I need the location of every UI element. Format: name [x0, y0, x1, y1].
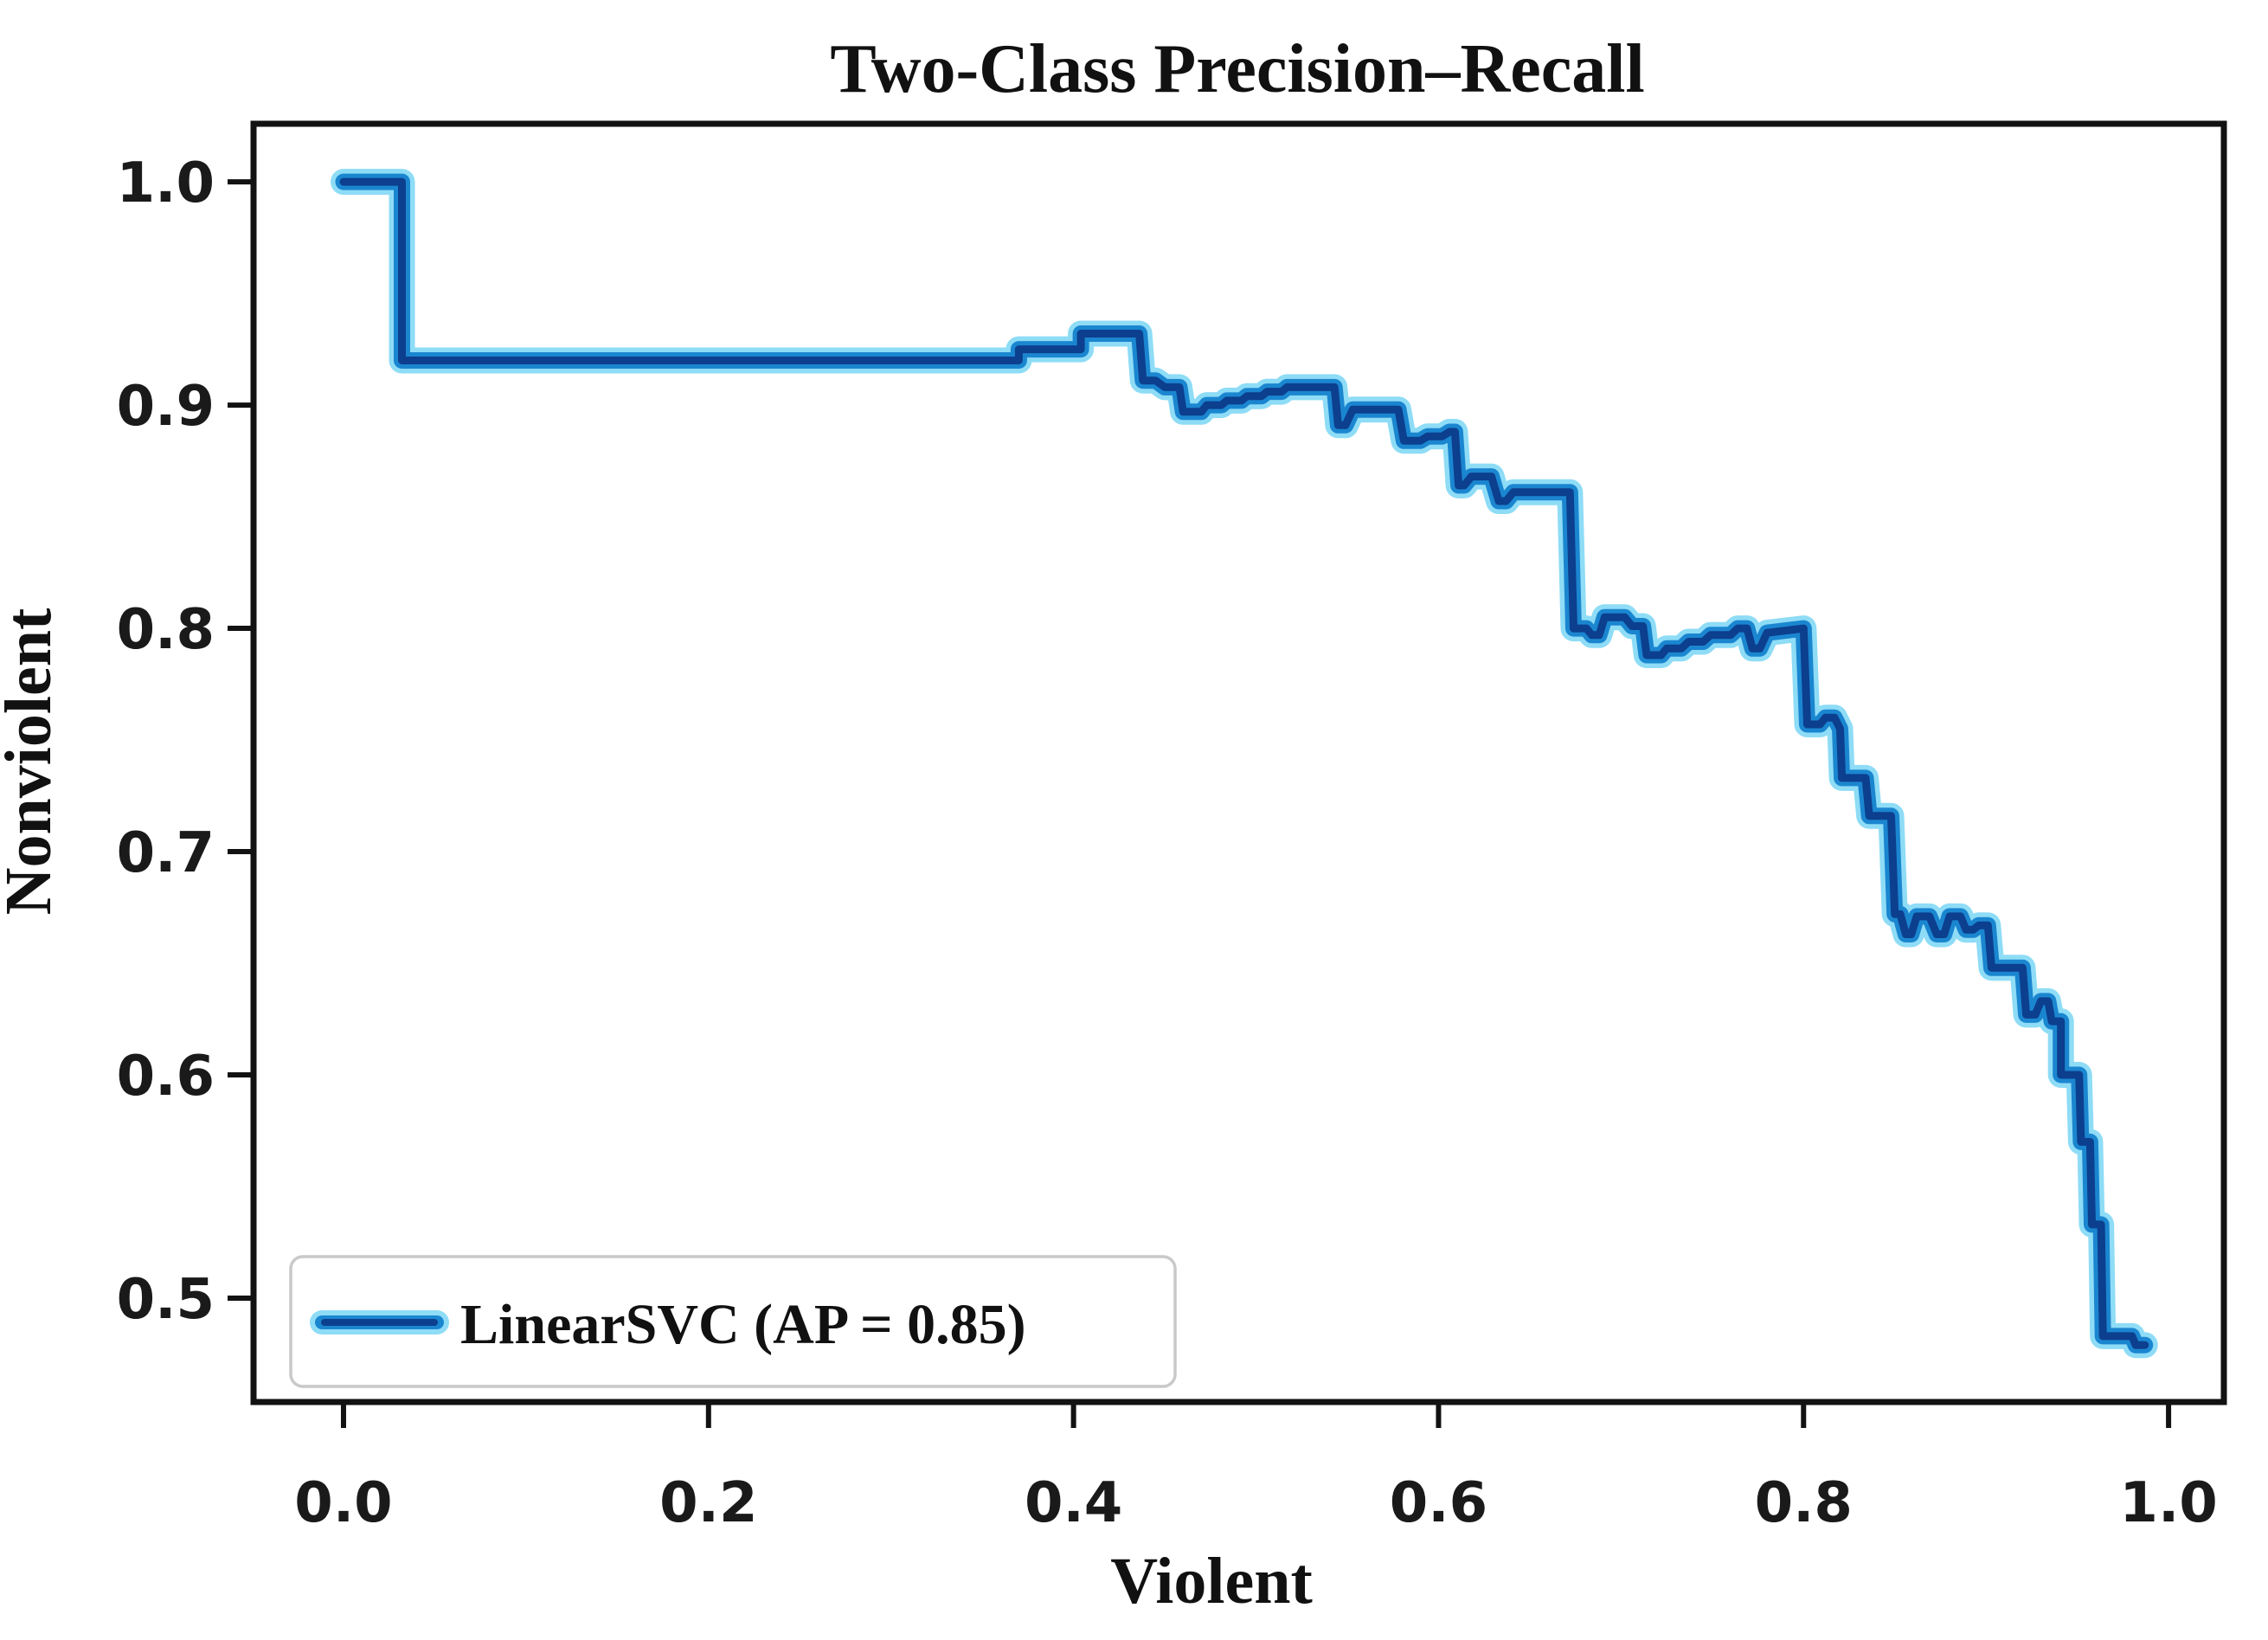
- legend-label: LinearSVC (AP = 0.85): [460, 1293, 1026, 1356]
- chart-title: Two-Class Precision–Recall: [830, 31, 1644, 107]
- y-tick-label: 0.7: [117, 821, 215, 885]
- y-tick-label: 1.0: [117, 151, 215, 215]
- y-tick-label: 0.8: [117, 598, 215, 662]
- legend: LinearSVC (AP = 0.85): [289, 1255, 1177, 1388]
- y-tick-label: 0.6: [117, 1045, 215, 1109]
- pr-curve: [331, 169, 2158, 1359]
- x-tick-label: 0.4: [1025, 1471, 1122, 1535]
- x-axis-label: Violent: [1110, 1545, 1313, 1617]
- legend-box: [289, 1255, 1177, 1388]
- x-tick-label: 0.2: [659, 1471, 757, 1535]
- y-tick-label: 0.9: [117, 375, 215, 439]
- x-axis-ticks: 0.0 0.2 0.4 0.6 0.8 1.0: [294, 1402, 2218, 1535]
- x-tick-label: 0.6: [1390, 1471, 1487, 1535]
- x-tick-label: 1.0: [2119, 1471, 2217, 1535]
- x-tick-label: 0.0: [294, 1471, 392, 1535]
- plot-frame: [250, 120, 2227, 1405]
- y-axis-label: Nonviolent: [0, 608, 65, 916]
- y-axis-ticks: 1.0 0.9 0.8 0.7 0.6 0.5: [117, 151, 254, 1332]
- pr-curve-core: [339, 177, 2149, 1349]
- pr-curve-mid: [335, 173, 2154, 1354]
- x-tick-label: 0.8: [1755, 1471, 1853, 1535]
- y-tick-label: 0.5: [117, 1268, 215, 1332]
